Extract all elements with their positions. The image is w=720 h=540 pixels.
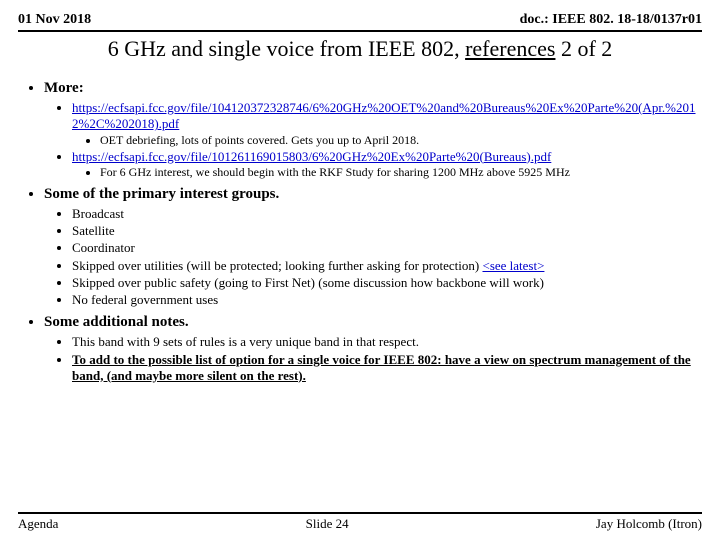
footer-left: Agenda [18,516,58,532]
list-item: Skipped over utilities (will be protecte… [72,258,702,274]
see-latest-link[interactable]: <see latest> [482,258,544,273]
list-item: To add to the possible list of option fo… [72,352,702,385]
section-primary: Some of the primary interest groups. Bro… [44,186,702,309]
title-prefix: 6 GHz and single voice from IEEE 802, [108,36,465,61]
list-item: Broadcast [72,206,702,222]
page-title: 6 GHz and single voice from IEEE 802, re… [18,36,702,62]
more-link-1-note: OET debriefing, lots of points covered. … [100,133,702,148]
more-link-2-note: For 6 GHz interest, we should begin with… [100,165,702,180]
notes-heading: Some additional notes. [44,314,189,330]
slide-page: 01 Nov 2018 doc.: IEEE 802. 18-18/0137r0… [0,0,720,540]
header-doc-id: doc.: IEEE 802. 18-18/0137r01 [520,12,702,28]
section-notes: Some additional notes. This band with 9 … [44,314,702,384]
more-heading: More: [44,80,84,96]
list-item: This band with 9 sets of rules is a very… [72,334,702,350]
list-item: No federal government uses [72,292,702,308]
more-link-1[interactable]: https://ecfsapi.fcc.gov/file/10412037232… [72,100,696,131]
list-item: https://ecfsapi.fcc.gov/file/10126116901… [72,149,702,180]
header-date: 01 Nov 2018 [18,12,91,28]
section-more: More: https://ecfsapi.fcc.gov/file/10412… [44,80,702,180]
list-item: Satellite [72,223,702,239]
list-item: Coordinator [72,240,702,256]
footer-right: Jay Holcomb (Itron) [596,516,702,532]
primary-heading: Some of the primary interest groups. [44,186,279,202]
more-link-2[interactable]: https://ecfsapi.fcc.gov/file/10126116901… [72,149,551,164]
footer-row: Agenda Slide 24 Jay Holcomb (Itron) [18,512,702,532]
primary-item-4-text: Skipped over utilities (will be protecte… [72,258,482,273]
content-list: More: https://ecfsapi.fcc.gov/file/10412… [18,80,702,384]
footer-center: Slide 24 [306,516,349,532]
title-underlined: references [465,36,555,61]
header-row: 01 Nov 2018 doc.: IEEE 802. 18-18/0137r0… [18,12,702,32]
notes-item-2: To add to the possible list of option fo… [72,352,691,383]
title-suffix: 2 of 2 [555,36,612,61]
list-item: Skipped over public safety (going to Fir… [72,275,702,291]
list-item: https://ecfsapi.fcc.gov/file/10412037232… [72,100,702,148]
